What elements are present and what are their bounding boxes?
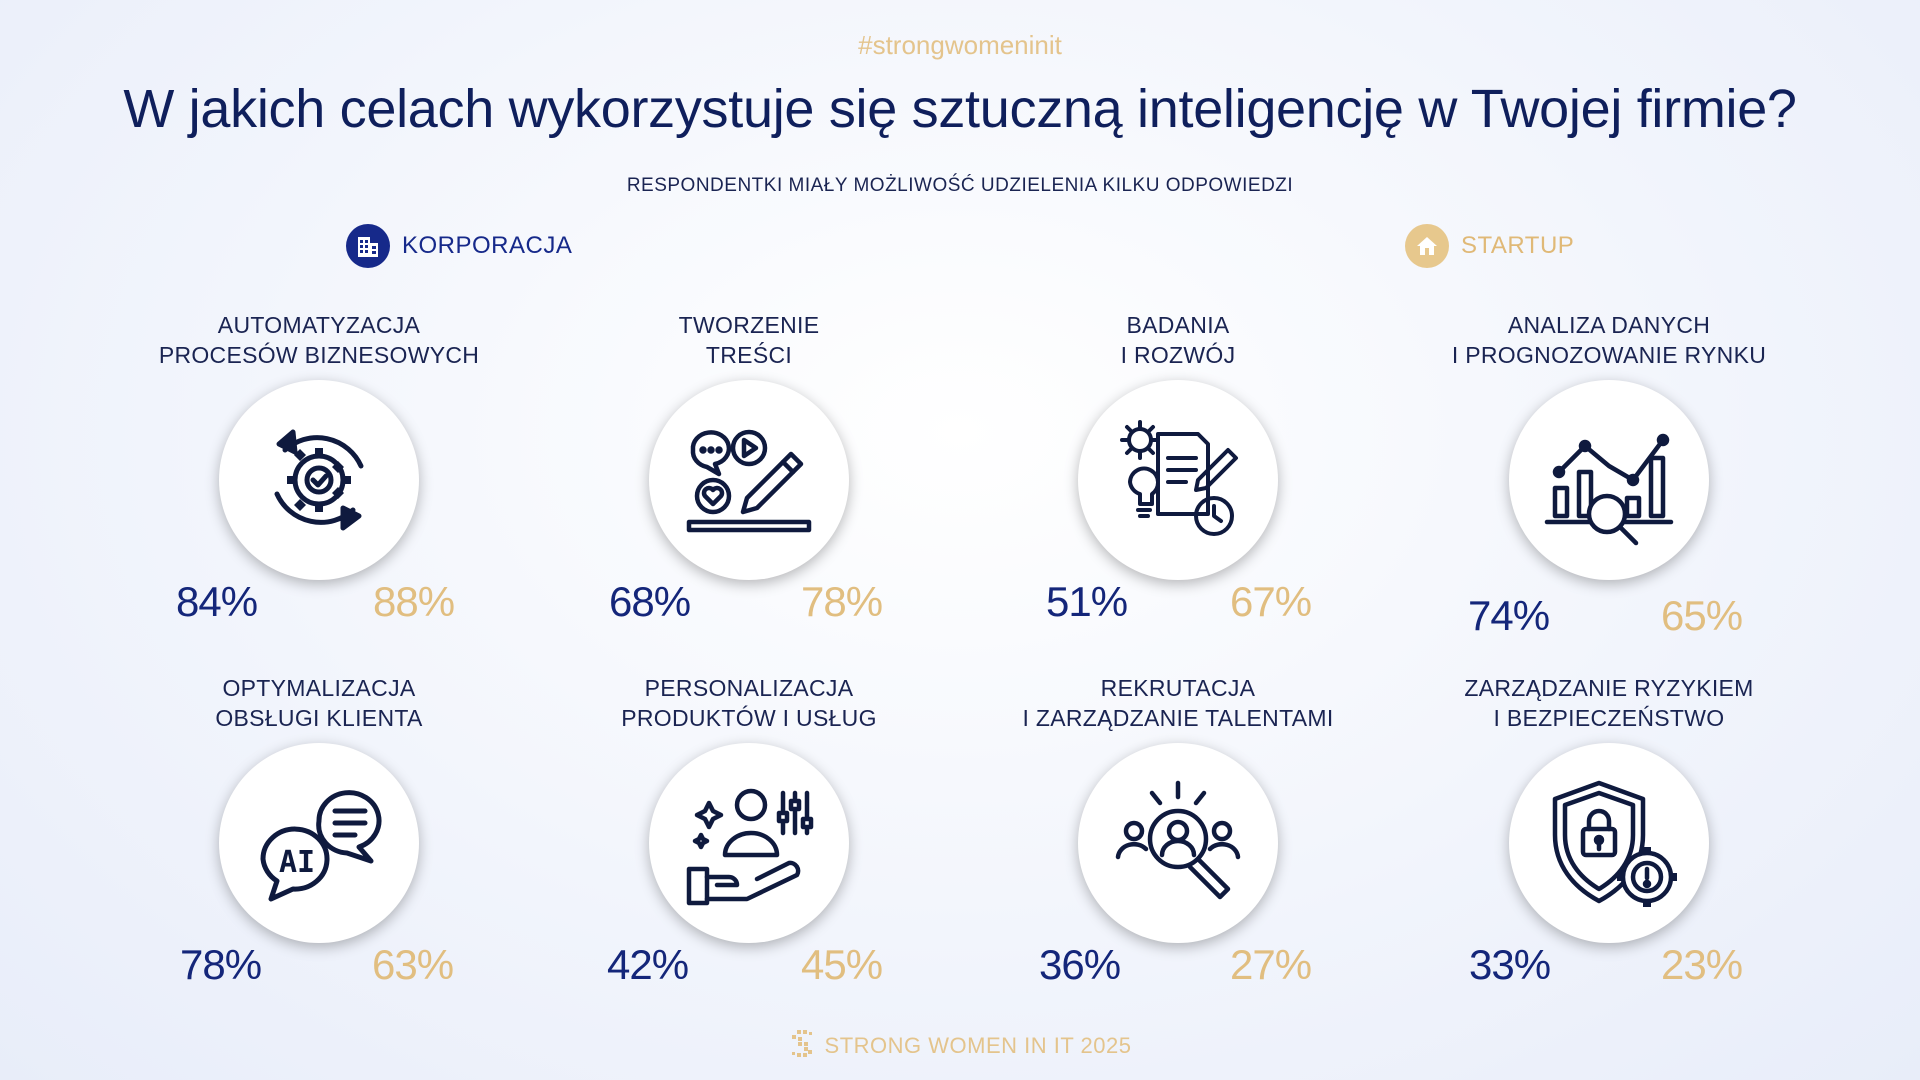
legend-corporation-label: KORPORACJA	[402, 232, 573, 259]
security-shield-icon	[1509, 743, 1709, 943]
ai-chat-icon: AI	[219, 743, 419, 943]
category-label: BADANIA I ROZWÓJ	[1120, 312, 1236, 368]
page-subtitle: RESPONDENTKI MIAŁY MOŻLIWOŚĆ UDZIELENIA …	[626, 175, 1294, 196]
value-corporation: 84%	[176, 578, 258, 625]
value-startup: 27%	[1230, 941, 1312, 988]
category-label: AUTOMATYZACJA PROCESÓW BIZNESOWYCH	[158, 312, 480, 368]
category-card: ANALIZA DANYCH I PROGNOZOWANIE RYNKU 74%…	[1369, 310, 1849, 650]
category-card: REKRUTACJA I ZARZĄDZANIE TALENTAMI 36% 2…	[938, 673, 1418, 1013]
value-corporation: 36%	[1039, 941, 1121, 988]
home-icon	[1405, 224, 1449, 268]
value-startup: 65%	[1661, 592, 1743, 639]
footer-brand: STRONG WOMEN IN IT 2025	[824, 1032, 1132, 1058]
page-title: W jakich celach wykorzystuje się sztuczn…	[123, 79, 1797, 139]
category-label: PERSONALIZACJA PRODUKTÓW I USŁUG	[621, 675, 877, 731]
category-label: TWORZENIE TREŚCI	[678, 312, 820, 368]
category-card: BADANIA I ROZWÓJ 51% 67%	[938, 310, 1418, 650]
category-label: ANALIZA DANYCH I PROGNOZOWANIE RYNKU	[1451, 312, 1767, 368]
value-corporation: 51%	[1046, 578, 1128, 625]
legend-startup: STARTUP	[1405, 224, 1574, 268]
category-card: PERSONALIZACJA PRODUKTÓW I USŁUG 42% 45%	[509, 673, 989, 1013]
personalization-icon	[649, 743, 849, 943]
value-corporation: 74%	[1468, 592, 1550, 639]
brand-logo-icon	[789, 1028, 815, 1063]
legend-corporation: KORPORACJA	[346, 224, 572, 268]
category-label: ZARZĄDZANIE RYZYKIEM I BEZPIECZEŃSTWO	[1464, 675, 1754, 731]
gear-cycle-icon	[219, 380, 419, 580]
value-corporation: 42%	[607, 941, 689, 988]
value-startup: 67%	[1230, 578, 1312, 625]
hashtag: #strongwomeninit	[858, 30, 1062, 60]
category-label: OPTYMALIZACJA OBSŁUGI KLIENTA	[215, 675, 423, 731]
value-corporation: 33%	[1469, 941, 1551, 988]
category-card: TWORZENIE TREŚCI 68% 78%	[509, 310, 989, 650]
value-startup: 23%	[1661, 941, 1743, 988]
category-card: ZARZĄDZANIE RYZYKIEM I BEZPIECZEŃSTWO 33…	[1369, 673, 1849, 1013]
research-icon	[1078, 380, 1278, 580]
category-label: REKRUTACJA I ZARZĄDZANIE TALENTAMI	[1022, 675, 1334, 731]
legend-startup-label: STARTUP	[1461, 232, 1575, 259]
analytics-icon	[1509, 380, 1709, 580]
value-startup: 88%	[373, 578, 455, 625]
value-startup: 78%	[801, 578, 883, 625]
recruitment-icon	[1078, 743, 1278, 943]
value-startup: 63%	[372, 941, 454, 988]
svg-text:AI: AI	[279, 845, 315, 880]
content-creation-icon	[649, 380, 849, 580]
category-card: AUTOMATYZACJA PROCESÓW BIZNESOWYCH 84% 8…	[79, 310, 559, 650]
value-corporation: 68%	[609, 578, 691, 625]
footer: STRONG WOMEN IN IT 2025	[0, 1028, 1920, 1063]
value-startup: 45%	[801, 941, 883, 988]
value-corporation: 78%	[180, 941, 262, 988]
category-card: OPTYMALIZACJA OBSŁUGI KLIENTA AI 78% 63%	[79, 673, 559, 1013]
building-icon	[346, 224, 390, 268]
